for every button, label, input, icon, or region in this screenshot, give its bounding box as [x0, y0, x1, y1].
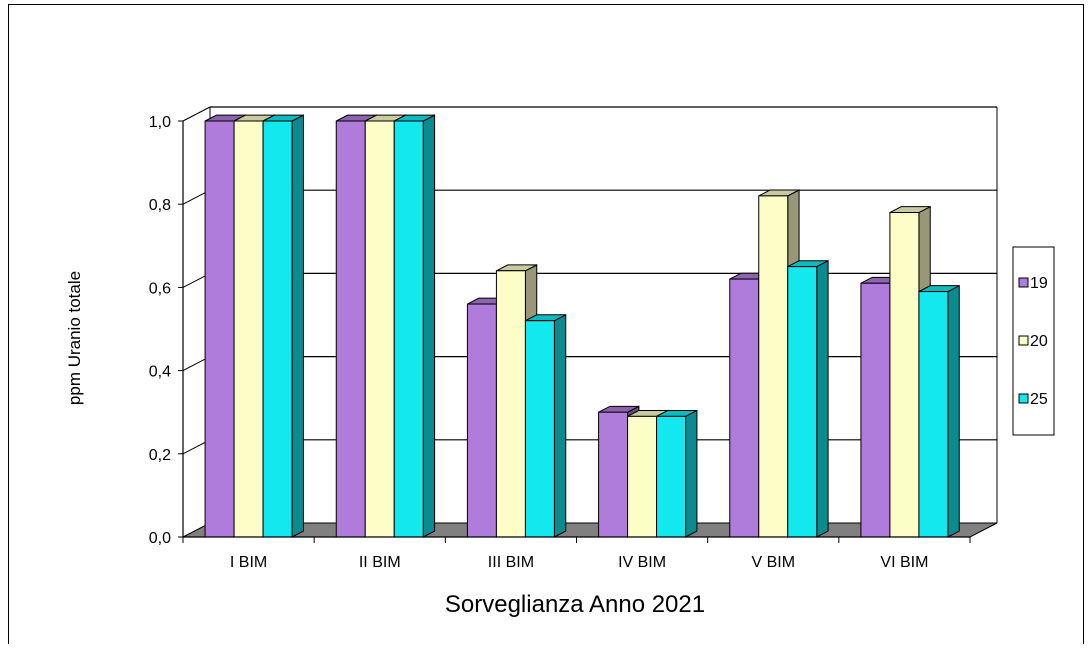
y-tick-label: 0,4: [149, 364, 171, 381]
bar-25-II-BIM: [393, 120, 424, 538]
bar-20-II-BIM: [364, 120, 395, 538]
bar-19-II-BIM: [335, 120, 366, 538]
bar-20-I-BIM: [233, 120, 264, 538]
x-tick-label: IV BIM: [618, 554, 666, 571]
bar-19-I-BIM: [204, 120, 235, 538]
bar-19-VI-BIM: [860, 282, 891, 538]
bar-25-VI-BIM: [918, 291, 949, 538]
bar-25-IV-BIM: [656, 415, 687, 538]
bar-19-IV-BIM: [598, 411, 629, 538]
bar-side-25: [422, 114, 436, 538]
legend-label: 20: [1030, 333, 1048, 350]
y-tick-label: 0,6: [149, 280, 171, 297]
bar-side-25: [816, 259, 829, 538]
bar-19-V-BIM: [729, 278, 760, 538]
bar-side-25: [947, 284, 960, 538]
bar-20-VI-BIM: [889, 212, 920, 538]
bar-side-25: [553, 313, 567, 538]
bar-25-V-BIM: [787, 266, 818, 538]
legend-swatch-19: [1018, 277, 1029, 288]
legend-label: 19: [1030, 275, 1048, 292]
y-tick-label: 0,2: [149, 447, 171, 464]
bar-19-III-BIM: [466, 303, 497, 538]
bar-20-V-BIM: [758, 195, 789, 538]
x-tick-label: V BIM: [751, 554, 795, 571]
legend-swatch-25: [1018, 393, 1029, 404]
bar-25-III-BIM: [524, 320, 555, 538]
bar-20-III-BIM: [495, 270, 526, 538]
bar-side-25: [291, 114, 304, 538]
x-tick-label: VI BIM: [880, 554, 928, 571]
y-tick-label: 1,0: [149, 114, 171, 131]
x-axis-title: Sorveglianza Anno 2021: [445, 591, 705, 618]
x-tick-label: II BIM: [359, 554, 401, 571]
bar-25-I-BIM: [262, 120, 293, 538]
legend: 19 20 25: [1012, 246, 1055, 436]
axis-layer: 0,0 0,2 0,4 0,6 0,8 1,0 I BIM II BIM III BIM IV B…: [149, 114, 971, 571]
gridline-side: [182, 106, 211, 122]
bar-20-IV-BIM: [627, 415, 658, 538]
x-tick-label: I BIM: [230, 554, 267, 571]
y-tick-label: 0,8: [149, 197, 171, 214]
x-tick-label: III BIM: [488, 554, 534, 571]
bar-side-25: [685, 409, 698, 538]
bars-layer: [204, 114, 960, 538]
y-axis-title: ppm Uranio totale: [65, 271, 84, 405]
legend-swatch-20: [1018, 335, 1029, 346]
y-tick-label: 0,0: [149, 530, 171, 547]
legend-label: 25: [1030, 391, 1048, 408]
